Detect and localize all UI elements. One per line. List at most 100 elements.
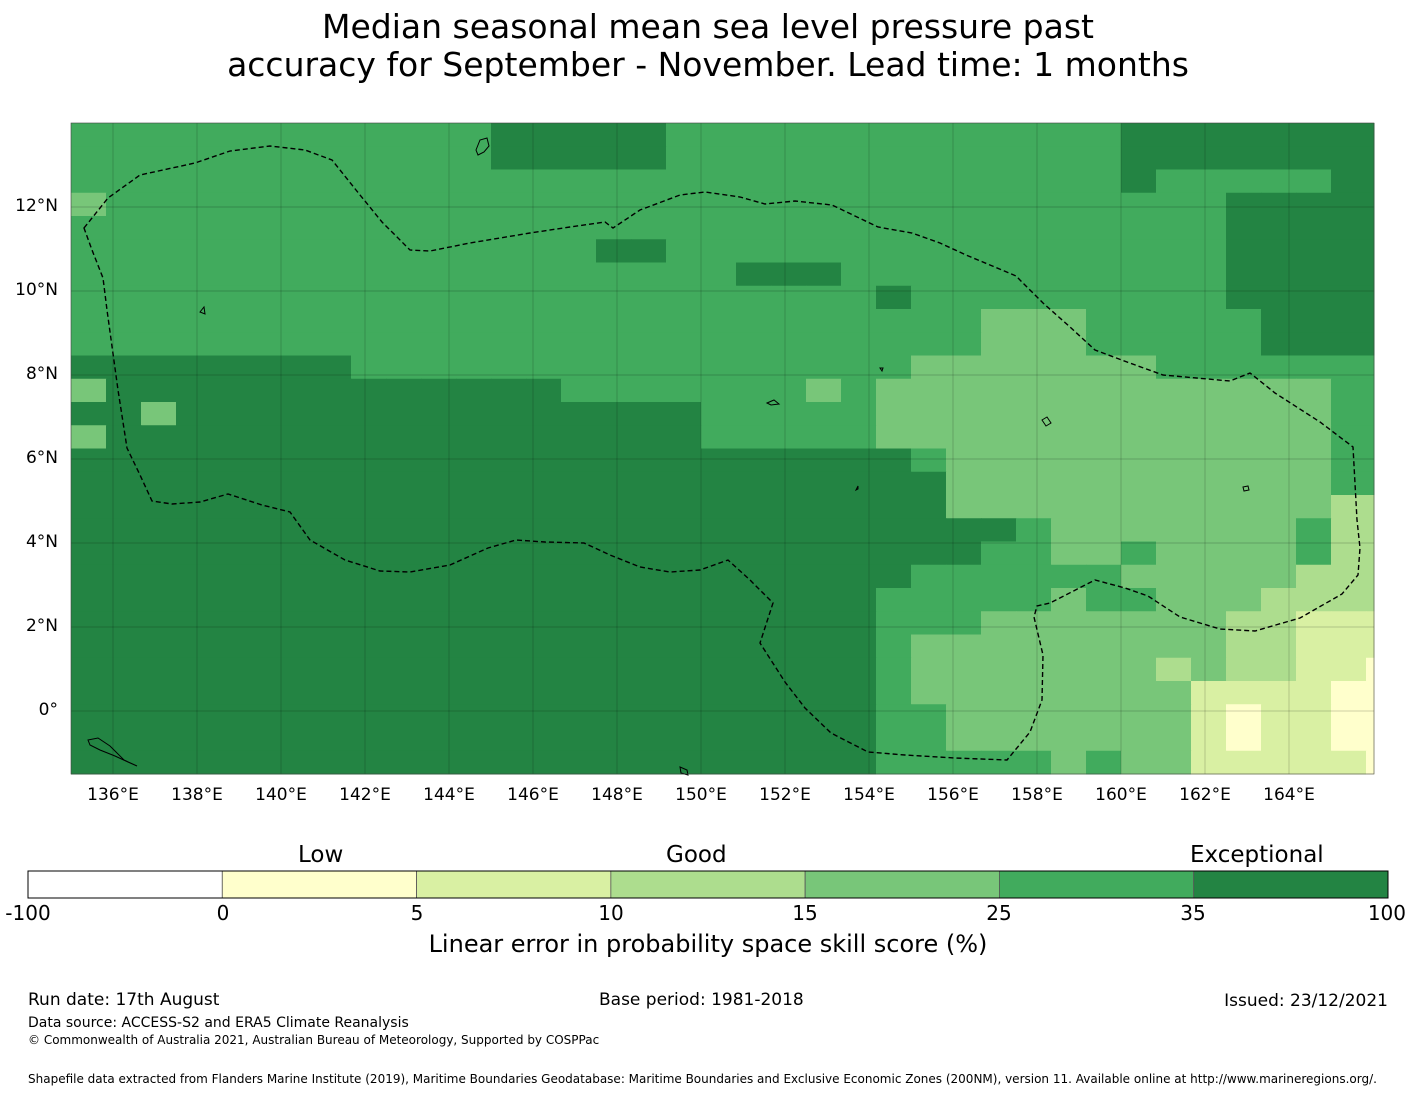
- skill-cell: [386, 169, 422, 194]
- skill-cell: [561, 448, 597, 473]
- skill-cell: [316, 146, 352, 170]
- skill-cell: [1226, 332, 1262, 356]
- skill-cell: [1296, 704, 1332, 728]
- island: [87, 737, 138, 767]
- skill-cell: [526, 495, 562, 519]
- skill-cell: [1226, 495, 1262, 519]
- skill-cell: [1261, 564, 1297, 589]
- skill-cell: [596, 146, 632, 170]
- skill-cell: [316, 402, 352, 426]
- skill-cell: [1051, 518, 1087, 542]
- skill-cell: [806, 704, 842, 728]
- skill-cell: [1261, 332, 1297, 356]
- skill-cell: [526, 425, 562, 449]
- skill-cell: [141, 704, 177, 728]
- skill-cell: [981, 448, 1017, 473]
- skill-cell: [666, 402, 702, 426]
- skill-cell: [421, 332, 457, 356]
- skill-cell: [561, 657, 597, 682]
- skill-cell: [141, 750, 177, 775]
- skill-cell: [351, 192, 387, 217]
- skill-cell: [736, 332, 772, 356]
- skill-cell: [911, 332, 947, 356]
- skill-cell: [351, 471, 387, 496]
- skill-cell: [1016, 541, 1052, 566]
- skill-cell: [981, 634, 1017, 659]
- skill-cell: [526, 588, 562, 612]
- skill-cell: [946, 727, 982, 752]
- skill-cell: [631, 471, 667, 496]
- skill-cell: [736, 681, 772, 705]
- skill-cell: [211, 355, 247, 380]
- skill-cell: [1366, 495, 1375, 519]
- skill-cell: [596, 262, 632, 287]
- skill-cell: [561, 402, 597, 426]
- skill-cell: [456, 355, 492, 380]
- title-line-2: accuracy for September - November. Lead …: [227, 45, 1189, 84]
- skill-cell: [526, 216, 562, 240]
- skill-cell: [351, 146, 387, 170]
- skill-cell: [491, 355, 527, 380]
- skill-cell: [806, 262, 842, 287]
- skill-cell: [421, 750, 457, 775]
- skill-cell: [1121, 262, 1157, 287]
- skill-cell: [491, 657, 527, 682]
- skill-cell: [701, 541, 737, 566]
- skill-cell: [176, 588, 212, 612]
- skill-cell: [1121, 402, 1157, 426]
- skill-cell: [596, 541, 632, 566]
- skill-cell: [106, 471, 142, 496]
- skill-cell: [1121, 169, 1157, 194]
- skill-cell: [596, 402, 632, 426]
- skill-cell: [246, 704, 282, 728]
- skill-cell: [211, 425, 247, 449]
- skill-cell: [1016, 285, 1052, 310]
- skill-cell: [351, 239, 387, 263]
- skill-cell: [1086, 448, 1122, 473]
- skill-cell: [176, 355, 212, 380]
- skill-cell: [1261, 495, 1297, 519]
- skill-cell: [1296, 750, 1332, 775]
- skill-cell: [1121, 448, 1157, 473]
- skill-cell: [246, 471, 282, 496]
- skill-cell: [806, 425, 842, 449]
- skill-cell: [1156, 495, 1192, 519]
- skill-cell: [1191, 192, 1227, 217]
- skill-cell: [1261, 169, 1297, 194]
- skill-cell: [141, 285, 177, 310]
- base-period: Base period: 1981-2018: [599, 990, 804, 1010]
- skill-cell: [1156, 425, 1192, 449]
- skill-cell: [1366, 518, 1375, 542]
- skill-cell: [351, 541, 387, 566]
- skill-cell: [666, 262, 702, 287]
- skill-cell: [141, 355, 177, 380]
- skill-cell: [1121, 634, 1157, 659]
- skill-cell: [876, 355, 912, 380]
- skill-cell: [1366, 704, 1375, 728]
- skill-cell: [1156, 448, 1192, 473]
- skill-cell: [456, 750, 492, 775]
- skill-cell: [876, 332, 912, 356]
- skill-cell: [1331, 425, 1367, 449]
- skill-cell: [561, 378, 597, 403]
- skill-cell: [596, 239, 632, 263]
- skill-cell: [1156, 471, 1192, 496]
- skill-cell: [1156, 169, 1192, 194]
- skill-cell: [841, 402, 877, 426]
- skill-cell: [141, 378, 177, 403]
- skill-cell: [526, 541, 562, 566]
- skill-cell: [841, 727, 877, 752]
- lat-label: 0°: [38, 700, 58, 720]
- skill-cell: [71, 681, 107, 705]
- skill-cell: [876, 727, 912, 752]
- skill-cell: [526, 146, 562, 170]
- skill-cell: [701, 564, 737, 589]
- skill-cell: [911, 425, 947, 449]
- skill-cell: [71, 657, 107, 682]
- skill-cell: [141, 634, 177, 659]
- skill-cell: [946, 425, 982, 449]
- skill-cell: [211, 239, 247, 263]
- skill-cell: [246, 518, 282, 542]
- skill-cell: [316, 216, 352, 240]
- skill-cell: [561, 634, 597, 659]
